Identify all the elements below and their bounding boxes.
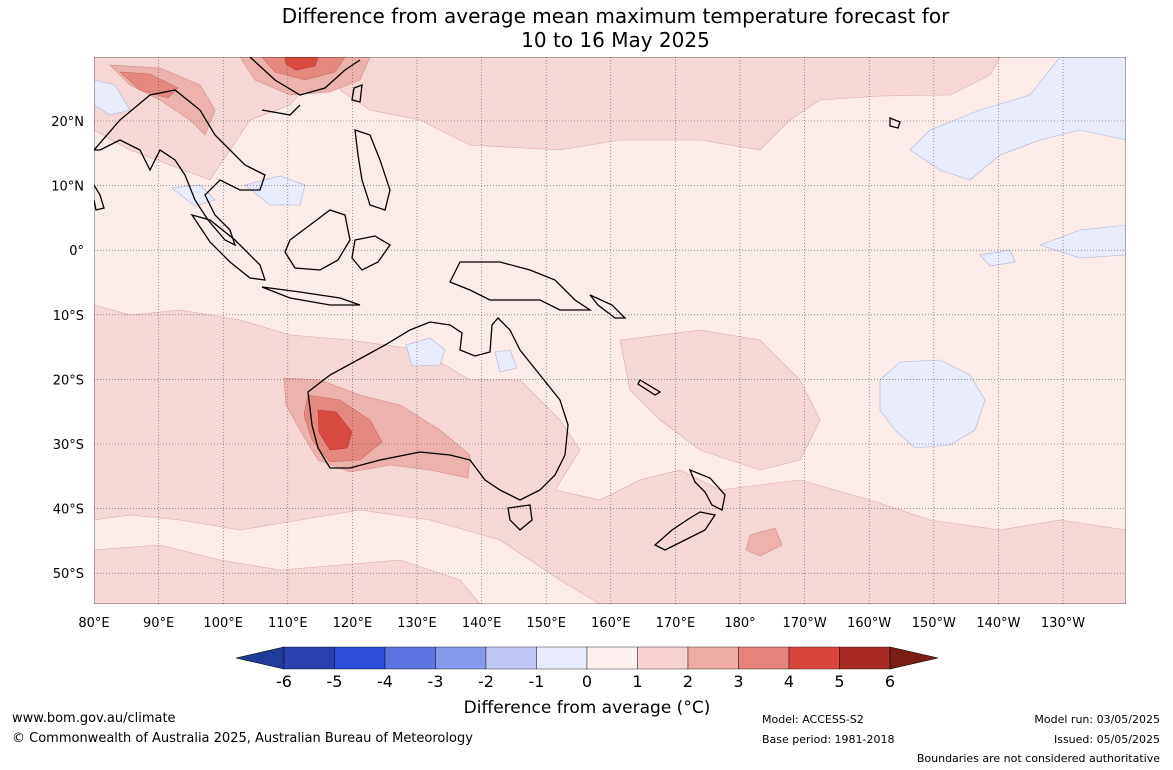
longitude-label: 170°E <box>656 616 696 631</box>
longitude-label: 150°E <box>526 616 566 631</box>
longitude-label: 160°E <box>591 616 631 631</box>
colorbar-title-unit: °C <box>683 698 704 718</box>
colorbar-tick-label: -1 <box>529 672 545 691</box>
borneo-coast <box>284 209 351 271</box>
colorbar-swatch <box>334 646 386 670</box>
footer-model: Model: ACCESS-S2 <box>762 713 864 726</box>
map-title: Difference from average mean maximum tem… <box>0 4 1173 52</box>
taiwan-coast <box>351 84 363 103</box>
longitude-label: 100°E <box>203 616 243 631</box>
anomaly-cool <box>94 57 1126 449</box>
new-guinea-coast <box>449 261 593 311</box>
longitude-label: 150°W <box>912 616 956 631</box>
colorbar: -6 -5 -4 -3 -2 -1 0 1 2 3 4 5 6 <box>235 646 939 691</box>
nz-north-coast <box>688 468 726 511</box>
colorbar-swatch <box>839 646 891 670</box>
map-figure: 80°E 90°E 100°E 110°E 120°E 130°E 140°E 150°E 16… <box>51 57 1126 691</box>
sumatra-coast <box>190 213 266 281</box>
latitude-label: 20°S <box>53 373 84 388</box>
colorbar-swatch <box>384 646 436 670</box>
colorbar-swatch <box>435 646 487 670</box>
longitude-labels: 80°E 90°E 100°E 110°E 120°E 130°E 140°E 150°E 16… <box>78 616 1085 631</box>
latitude-label: 20°N <box>51 115 84 130</box>
colorbar-title: Difference from average (°C) <box>440 698 734 718</box>
colorbar-swatch <box>687 646 739 670</box>
anomaly-4-5 <box>284 57 353 451</box>
footer-url: www.bom.gov.au/climate <box>12 711 176 726</box>
longitude-label: 80°E <box>78 616 109 631</box>
footer-issued: Issued: 05/05/2025 <box>1053 733 1160 746</box>
tasmania-coast <box>507 504 533 531</box>
sulawesi-coast <box>351 235 391 271</box>
colorbar-tick-label: 4 <box>784 672 794 691</box>
colorbar-swatch <box>788 646 840 670</box>
colorbar-tick-label: 0 <box>582 672 592 691</box>
latitude-label: 0° <box>69 244 84 259</box>
colorbar-swatch <box>637 646 689 670</box>
coastlines <box>94 57 901 551</box>
colorbar-swatch <box>586 646 638 670</box>
colorbar-tick-label: -5 <box>327 672 343 691</box>
colorbar-swatch <box>485 646 537 670</box>
longitude-label: 130°E <box>397 616 437 631</box>
longitude-label: 170°W <box>783 616 827 631</box>
china-coast <box>249 57 361 116</box>
footer-model-run: Model run: 03/05/2025 <box>1034 713 1160 726</box>
latitude-labels: 20°N 10°N 0° 10°S 20°S 30°S 40°S 50°S <box>51 115 84 582</box>
longitude-label: 90°E <box>143 616 174 631</box>
nz-south-coast <box>653 511 717 551</box>
colorbar-tick-label: -3 <box>428 672 444 691</box>
colorbar-tick-label: -4 <box>377 672 393 691</box>
philippines-coast <box>354 129 391 211</box>
hawaii-coast <box>889 117 901 129</box>
se-asia-coast <box>94 89 266 247</box>
footer-base-period: Base period: 1981-2018 <box>762 733 895 746</box>
sri-lanka-coast <box>94 184 105 211</box>
australia-coast <box>307 317 569 501</box>
map-title-line1: Difference from average mean maximum tem… <box>281 4 950 28</box>
latitude-label: 50°S <box>53 567 84 582</box>
latitude-label: 10°N <box>51 180 84 195</box>
solomon-coast <box>589 294 627 319</box>
java-coast <box>261 286 361 306</box>
colorbar-title-text: Difference from average ( <box>463 698 684 718</box>
new-caledonia-coast <box>637 379 662 396</box>
colorbar-extend-low <box>235 646 285 670</box>
colorbar-swatch <box>283 646 335 670</box>
colorbar-extend-high <box>889 646 939 670</box>
colorbar-tick-label: 5 <box>834 672 844 691</box>
colorbar-tick-label: 2 <box>683 672 693 691</box>
colorbar-swatch <box>738 646 790 670</box>
map-title-line2: 10 to 16 May 2025 <box>521 28 710 52</box>
map-area <box>94 57 1126 604</box>
longitude-label: 130°W <box>1041 616 1085 631</box>
colorbar-tick-label: 3 <box>733 672 743 691</box>
longitude-label: 140°E <box>462 616 502 631</box>
anomaly-1-2 <box>94 57 1126 604</box>
graticule <box>94 57 1126 604</box>
colorbar-tick-label: 6 <box>885 672 895 691</box>
colorbar-title-close: ) <box>703 698 711 718</box>
colorbar-tick-label: -6 <box>276 672 292 691</box>
latitude-label: 10°S <box>53 309 84 324</box>
colorbar-tick-label: 1 <box>632 672 642 691</box>
longitude-label: 110°E <box>268 616 308 631</box>
colorbar-swatch <box>536 646 588 670</box>
colorbar-tick-label: -2 <box>478 672 494 691</box>
footer-copyright: © Commonwealth of Australia 2025, Austra… <box>12 731 473 746</box>
longitude-label: 160°W <box>847 616 891 631</box>
latitude-label: 30°S <box>53 438 84 453</box>
latitude-label: 40°S <box>53 503 84 518</box>
longitude-label: 120°E <box>333 616 373 631</box>
longitude-label: 180° <box>724 616 755 631</box>
longitude-label: 140°W <box>976 616 1020 631</box>
footer-disclaimer: Boundaries are not considered authoritat… <box>916 752 1160 765</box>
